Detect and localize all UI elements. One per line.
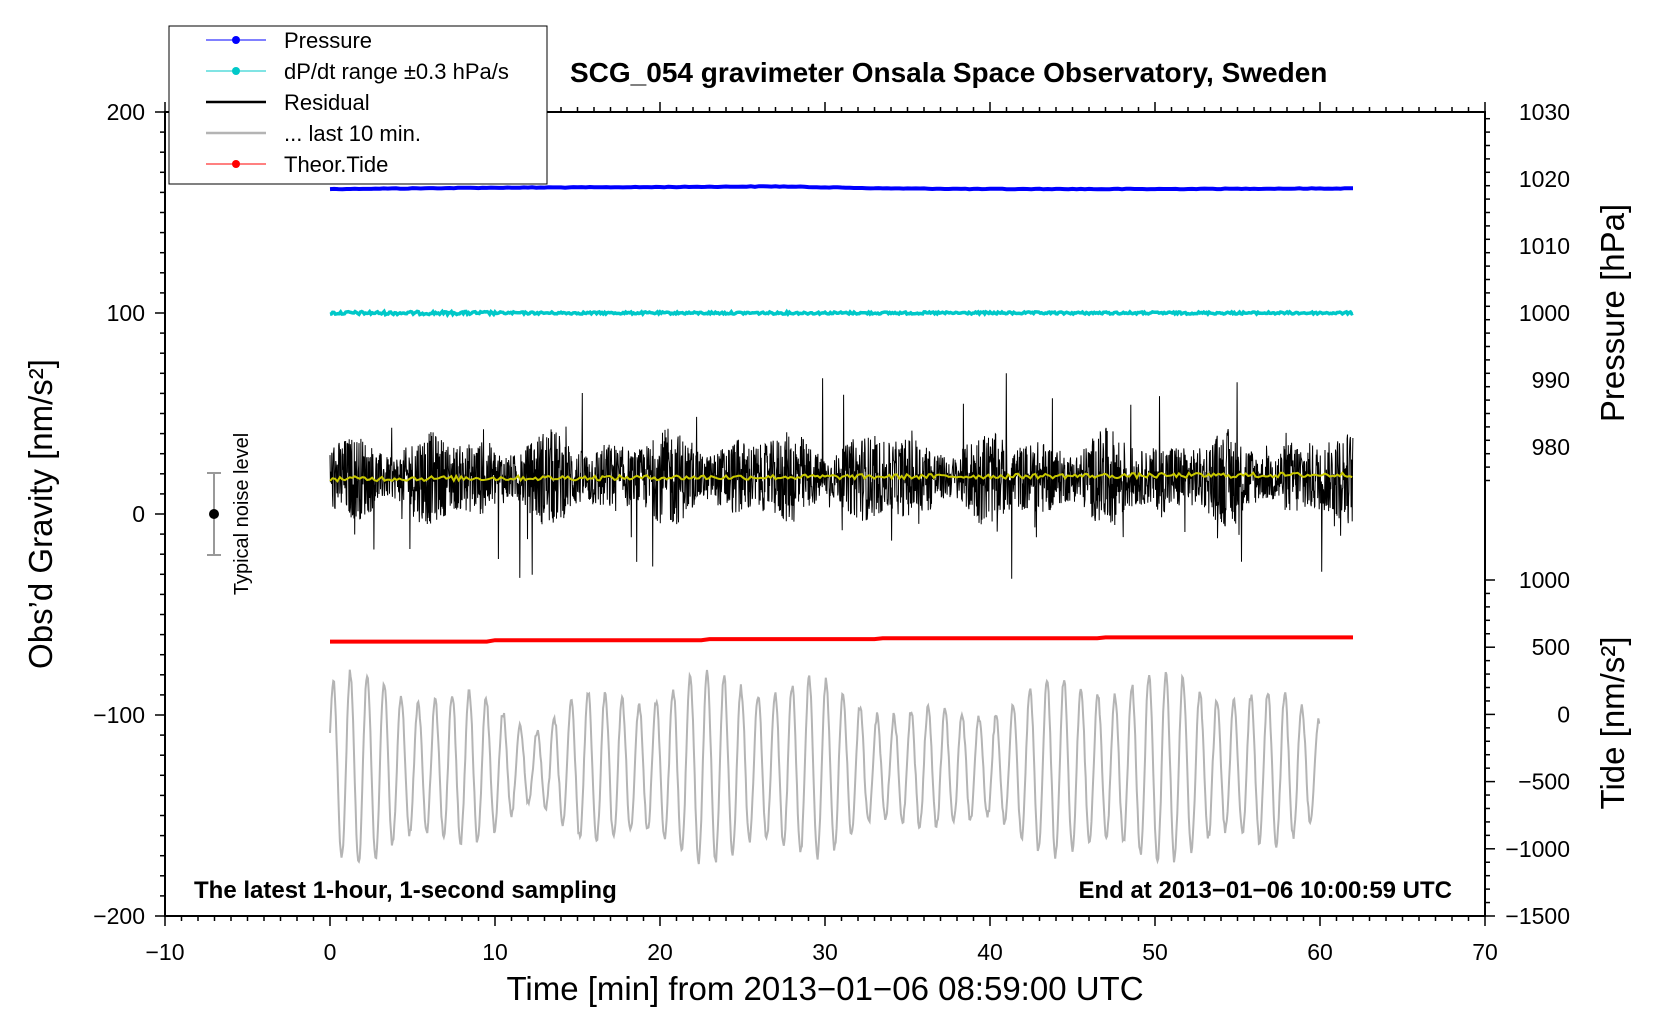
x-tick-label: −10 bbox=[145, 939, 184, 965]
noise-bar-dot bbox=[209, 509, 219, 519]
y-pressure-tick-label: 1030 bbox=[1519, 99, 1570, 125]
legend: Pressure dP/dt range ±0.3 hPa/s Residual..… bbox=[168, 25, 548, 185]
y-tide-tick-label: −1000 bbox=[1505, 836, 1570, 862]
legend-label: Pressure bbox=[284, 28, 372, 53]
series-last-10-min bbox=[329, 669, 1321, 865]
legend-label: dP/dt range ±0.3 hPa/s bbox=[284, 59, 509, 84]
data-layer bbox=[329, 184, 1354, 865]
legend-label: ... last 10 min. bbox=[284, 121, 421, 146]
y-tide-tick-label: 500 bbox=[1532, 634, 1570, 660]
note-end-time: End at 2013−01−06 10:00:59 UTC bbox=[1078, 877, 1452, 904]
x-tick-label: 0 bbox=[324, 939, 337, 965]
y-left-tick-label: 200 bbox=[107, 99, 145, 125]
series-residual bbox=[329, 373, 1354, 579]
x-tick-label: 70 bbox=[1472, 939, 1498, 965]
legend-label: Theor.Tide bbox=[284, 152, 388, 177]
y-tide-tick-label: 0 bbox=[1557, 701, 1570, 727]
y-pressure-tick-label: 1010 bbox=[1519, 233, 1570, 259]
y-tide-tick-label: −1500 bbox=[1505, 903, 1570, 929]
y-tide-tick-label: −500 bbox=[1518, 769, 1570, 795]
legend-swatch-dot bbox=[232, 160, 240, 168]
legend-items: Pressure dP/dt range ±0.3 hPa/s Residual..… bbox=[206, 28, 509, 177]
y-pressure-tick-label: 990 bbox=[1532, 367, 1570, 393]
y-tide-tick-label: 1000 bbox=[1519, 567, 1570, 593]
y-pressure-tick-label: 1000 bbox=[1519, 300, 1570, 326]
x-axis-label: Time [min] from 2013−01−06 08:59:00 UTC bbox=[506, 970, 1143, 1007]
x-tick-label: 60 bbox=[1307, 939, 1333, 965]
legend-box bbox=[168, 25, 548, 185]
y-pressure-tick-label: 1020 bbox=[1519, 166, 1570, 192]
x-tick-label: 30 bbox=[812, 939, 838, 965]
series-theoretical-tide bbox=[330, 635, 1353, 644]
y-left-tick-label: 100 bbox=[107, 300, 145, 326]
noise-level-indicator: Typical noise level bbox=[207, 433, 253, 595]
y-left-tick-label: −200 bbox=[93, 903, 145, 929]
y-axis-label-pressure: Pressure [hPa] bbox=[1594, 204, 1631, 422]
legend-swatch-dot bbox=[232, 36, 240, 44]
y-pressure-tick-label: 980 bbox=[1532, 434, 1570, 460]
x-tick-label: 20 bbox=[647, 939, 673, 965]
x-tick-label: 40 bbox=[977, 939, 1003, 965]
y-left-tick-label: −100 bbox=[93, 702, 145, 728]
x-tick-label: 10 bbox=[482, 939, 508, 965]
y-axis-label-tide: Tide [nm/s²] bbox=[1594, 637, 1631, 810]
series-residual-smooth bbox=[329, 471, 1353, 483]
note-latest-hour: The latest 1-hour, 1-second sampling bbox=[194, 877, 617, 904]
series-pressure bbox=[329, 184, 1353, 192]
chart-title: SCG_054 gravimeter Onsala Space Observat… bbox=[570, 57, 1327, 88]
noise-level-label: Typical noise level bbox=[231, 433, 253, 595]
ticks-layer: −10 0 10 20 30 40 50 60 702001000−100−2001030102… bbox=[93, 99, 1570, 965]
y-axis-label-left: Obs’d Gravity [nm/s²] bbox=[22, 359, 59, 669]
legend-swatch-dot bbox=[232, 67, 240, 75]
legend-label: Residual bbox=[284, 90, 370, 115]
x-tick-label: 50 bbox=[1142, 939, 1168, 965]
y-left-tick-label: 0 bbox=[132, 501, 145, 527]
series-dpdt-range bbox=[329, 308, 1354, 319]
